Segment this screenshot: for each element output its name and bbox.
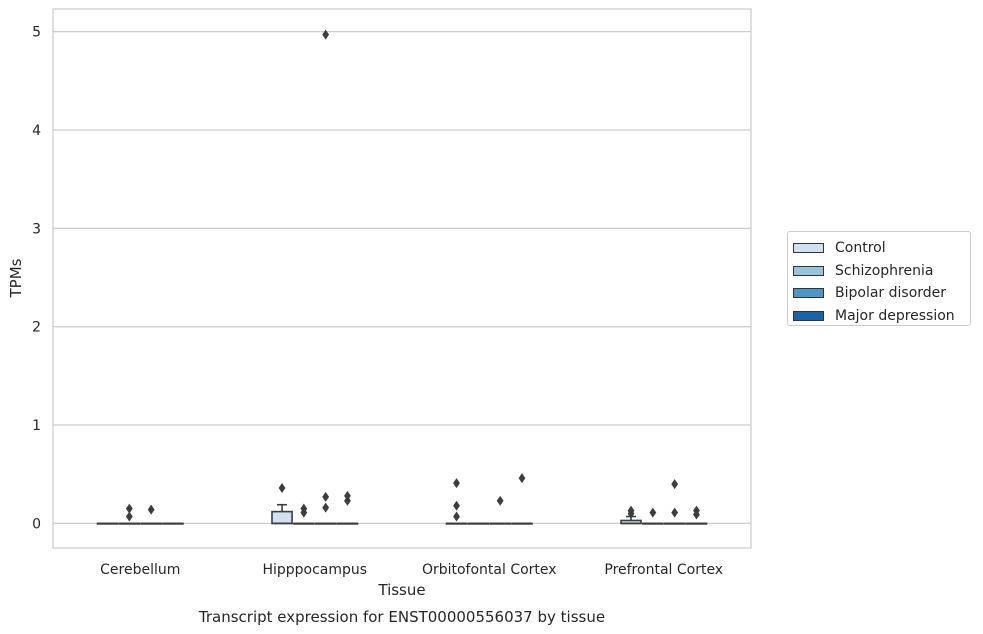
legend-swatch bbox=[793, 265, 824, 276]
legend-swatch bbox=[793, 288, 824, 299]
legend-label: Major depression bbox=[835, 307, 955, 324]
box-plot-marks bbox=[96, 29, 708, 525]
plot-frame bbox=[52, 8, 752, 549]
x-axis-label: Tissue bbox=[377, 581, 425, 599]
y-tick-label: 3 bbox=[32, 221, 41, 237]
outlier-point bbox=[453, 500, 460, 511]
y-tick-label: 2 bbox=[32, 320, 41, 336]
box-control bbox=[271, 510, 293, 525]
legend: Control Schizophrenia Bipolar disorder Majo… bbox=[787, 231, 971, 326]
legend-label: Bipolar disorder bbox=[835, 285, 947, 302]
outlier-point bbox=[518, 473, 526, 484]
outlier-point bbox=[453, 478, 460, 489]
grid-lines bbox=[53, 30, 751, 525]
x-tick-label: Prefrontal Cortex bbox=[604, 562, 723, 578]
outlier-point bbox=[627, 505, 635, 516]
legend-item: Control bbox=[793, 237, 970, 260]
x-tick-label: Cerebellum bbox=[100, 562, 180, 578]
outlier-point bbox=[649, 507, 657, 518]
legend-item: Major depression bbox=[793, 305, 970, 328]
legend-item: Bipolar disorder bbox=[793, 282, 970, 305]
outlier-point bbox=[278, 483, 286, 494]
legend-item: Schizophrenia bbox=[793, 260, 970, 283]
outlier-point bbox=[300, 503, 308, 514]
chart-caption: Transcript expression for ENST0000055603… bbox=[198, 608, 605, 626]
legend-swatch bbox=[793, 310, 824, 321]
legend-swatch bbox=[793, 243, 824, 254]
outlier-point bbox=[322, 491, 330, 502]
outlier-point bbox=[322, 502, 330, 513]
x-tick-label: Orbitofontal Cortex bbox=[422, 562, 557, 578]
x-tick-label: Hipppocampus bbox=[262, 562, 367, 578]
y-tick-label: 1 bbox=[32, 418, 41, 434]
y-tick-label: 5 bbox=[32, 25, 41, 41]
outlier-point bbox=[496, 495, 504, 506]
outlier-point bbox=[671, 507, 679, 518]
outlier-point bbox=[671, 479, 679, 490]
y-axis-label: TPMs bbox=[7, 258, 25, 298]
outlier-point bbox=[453, 511, 460, 522]
outlier-point bbox=[125, 511, 133, 522]
outlier-point bbox=[322, 29, 330, 40]
y-tick-label: 0 bbox=[32, 516, 41, 532]
y-tick-label: 4 bbox=[32, 123, 41, 139]
outlier-point bbox=[125, 503, 133, 514]
legend-label: Control bbox=[835, 240, 886, 257]
outlier-point bbox=[344, 490, 351, 501]
axis-ticks: 0 1 2 3 4 5 Cerebellum Hipppocampus Orbitofontal… bbox=[32, 25, 723, 578]
outlier-point bbox=[693, 505, 700, 516]
legend-label: Schizophrenia bbox=[835, 262, 934, 279]
outlier-point bbox=[147, 504, 155, 515]
